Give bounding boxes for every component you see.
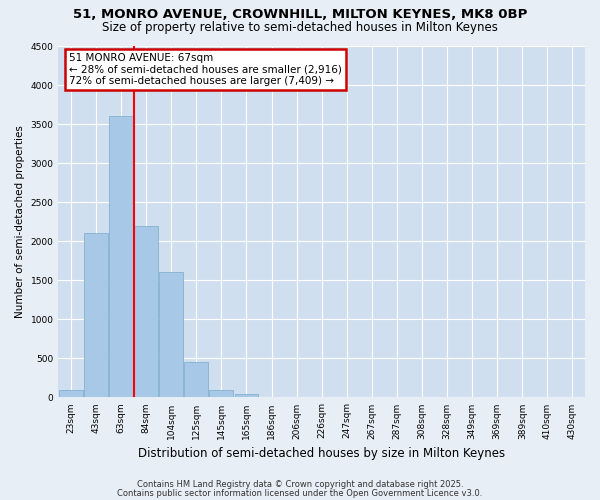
Bar <box>109 116 133 398</box>
Text: Contains HM Land Registry data © Crown copyright and database right 2025.: Contains HM Land Registry data © Crown c… <box>137 480 463 489</box>
Text: 51 MONRO AVENUE: 67sqm
← 28% of semi-detached houses are smaller (2,916)
72% of : 51 MONRO AVENUE: 67sqm ← 28% of semi-det… <box>69 53 342 86</box>
Text: 51, MONRO AVENUE, CROWNHILL, MILTON KEYNES, MK8 0BP: 51, MONRO AVENUE, CROWNHILL, MILTON KEYN… <box>73 8 527 20</box>
Bar <box>184 362 208 398</box>
Bar <box>260 396 283 398</box>
Bar <box>134 226 158 398</box>
Text: Size of property relative to semi-detached houses in Milton Keynes: Size of property relative to semi-detach… <box>102 21 498 34</box>
Bar <box>160 272 183 398</box>
Bar <box>235 394 259 398</box>
Bar <box>209 390 233 398</box>
Bar <box>59 390 83 398</box>
Bar <box>84 234 108 398</box>
Y-axis label: Number of semi-detached properties: Number of semi-detached properties <box>15 126 25 318</box>
Text: Contains public sector information licensed under the Open Government Licence v3: Contains public sector information licen… <box>118 488 482 498</box>
X-axis label: Distribution of semi-detached houses by size in Milton Keynes: Distribution of semi-detached houses by … <box>138 447 505 460</box>
